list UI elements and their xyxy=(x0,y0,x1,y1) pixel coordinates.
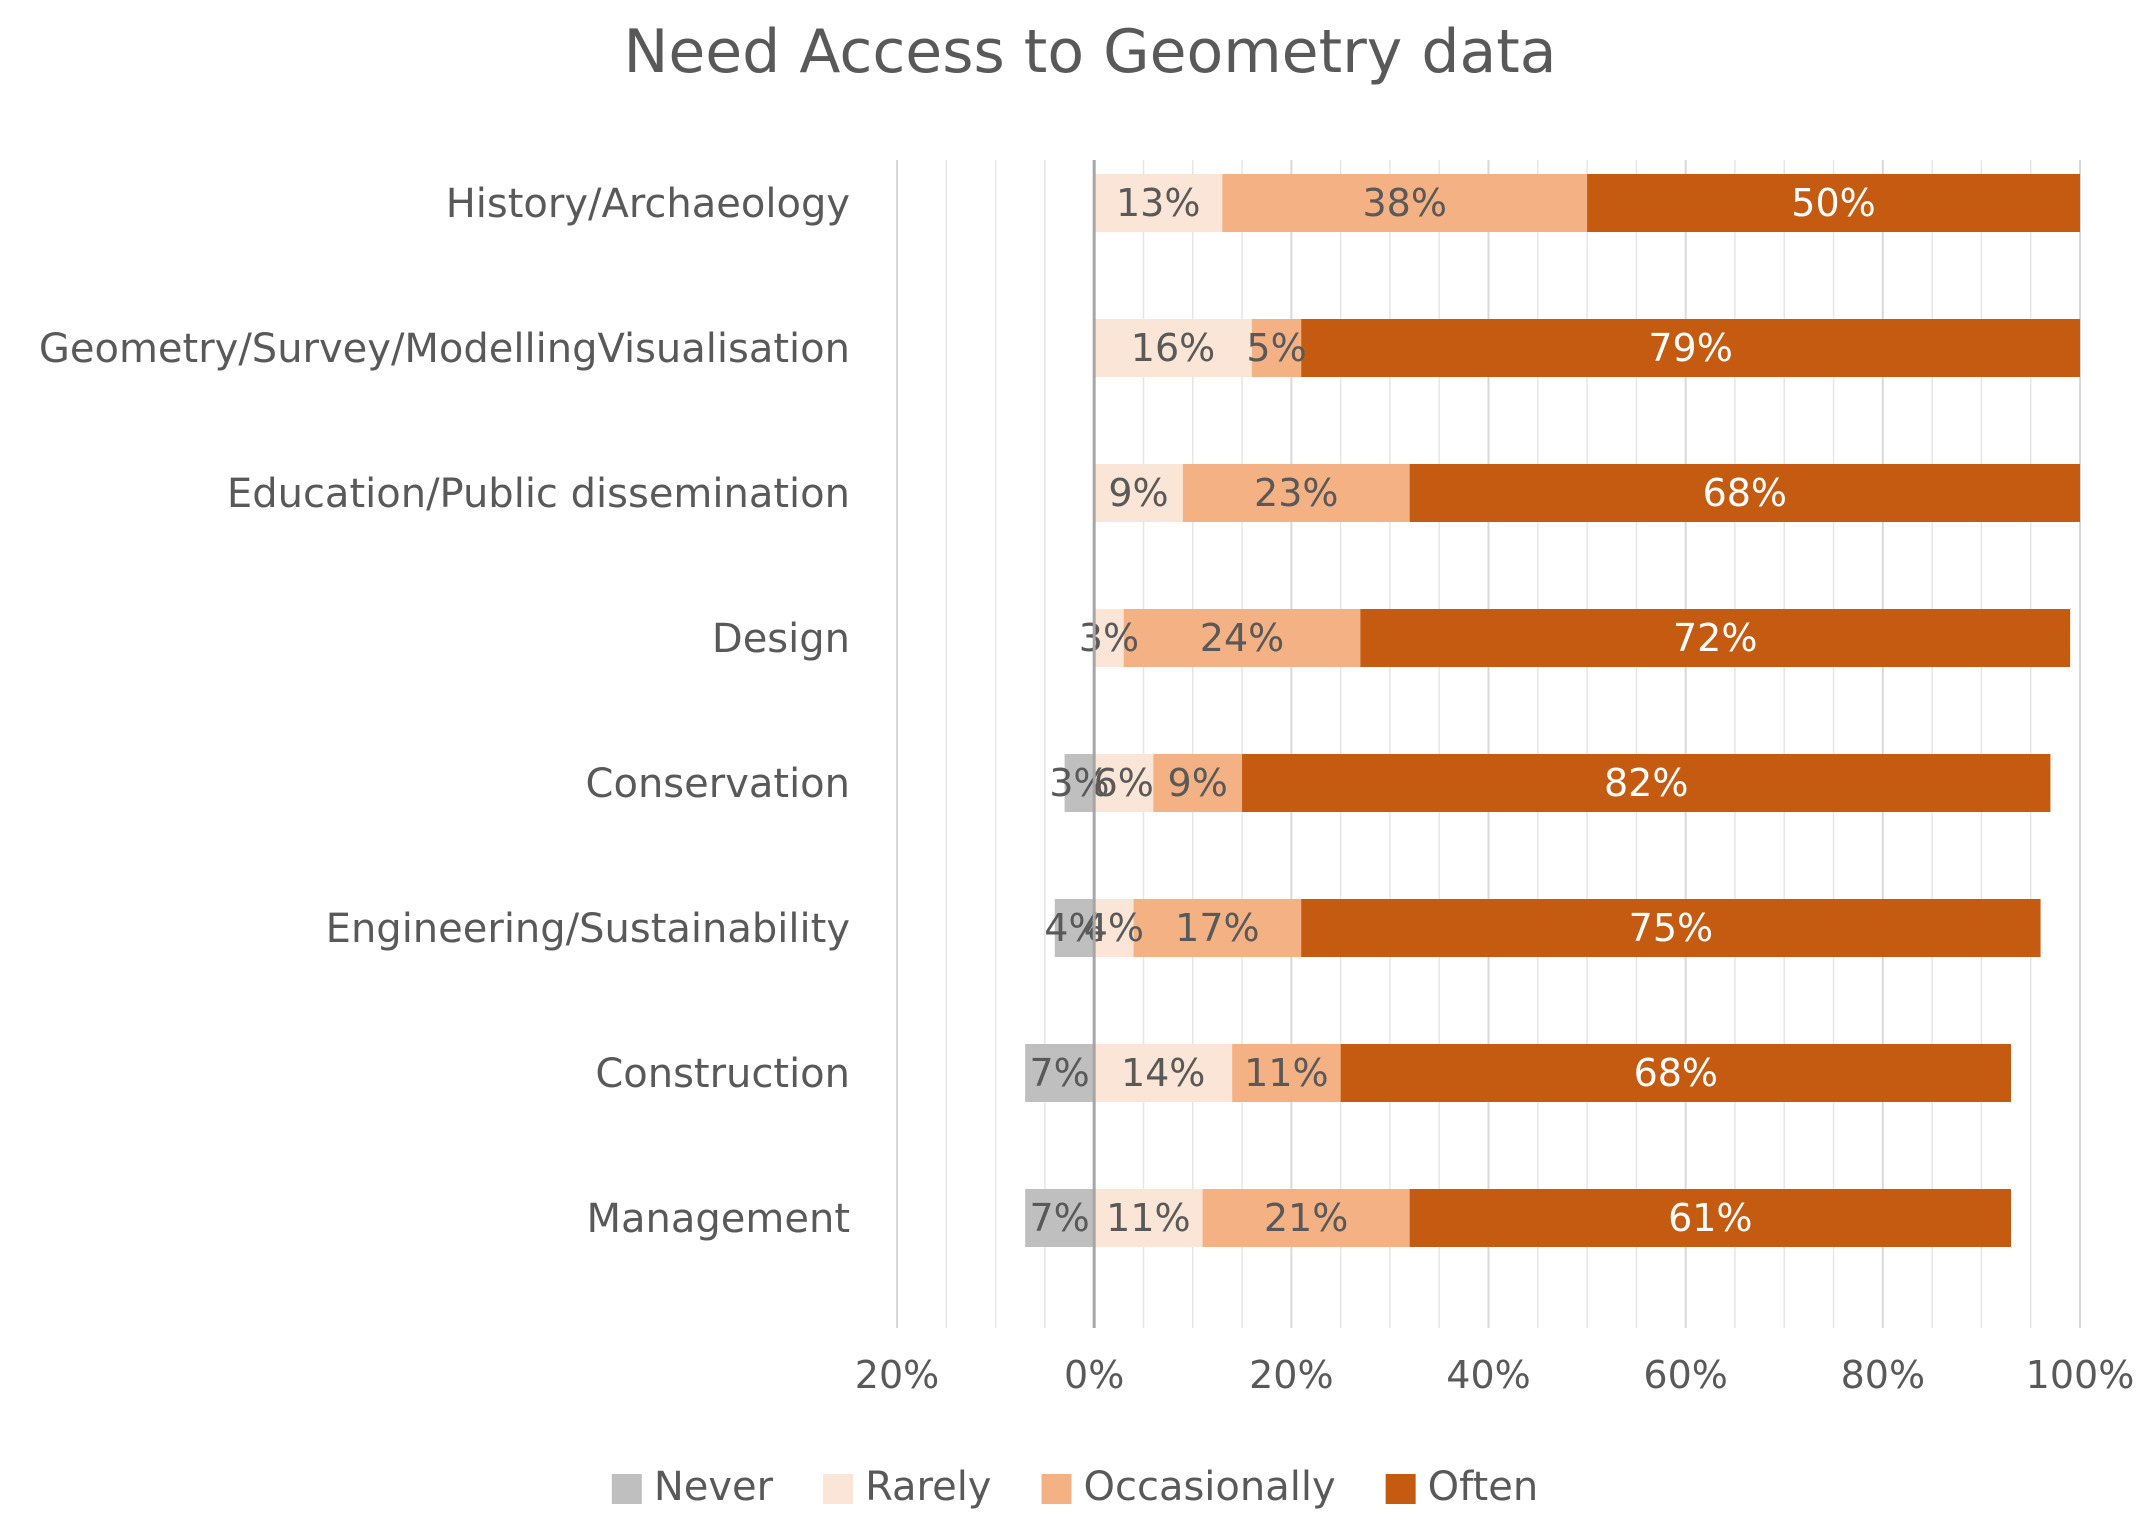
data-label-often-engineering-sustainability: 75% xyxy=(1629,906,1713,950)
bar-never-conservation xyxy=(1064,754,1095,812)
x-tick-label: 100% xyxy=(2026,1353,2135,1397)
bar-rarely-design xyxy=(1094,609,1124,667)
legend-layer: Never Rarely Occasionally Often xyxy=(611,1464,1539,1510)
x-tick-label: 40% xyxy=(1446,1353,1530,1397)
x-tick-label: 60% xyxy=(1643,1353,1727,1397)
category-label-geometry-survey-modellingvisualisation: Geometry/Survey/ModellingVisualisation xyxy=(39,326,850,372)
category-label-construction: Construction xyxy=(595,1051,850,1097)
bar-rarely-conservation xyxy=(1094,754,1154,812)
bar-occasionally-engineering-sustainability xyxy=(1133,899,1302,957)
bar-often-design xyxy=(1360,609,2071,667)
data-label-often-history-archaeology: 50% xyxy=(1791,181,1875,225)
data-label-never-conservation: 3% xyxy=(1049,761,1109,805)
bar-often-management xyxy=(1409,1189,2011,1247)
bar-rarely-geometry-survey-modellingvisualisation xyxy=(1094,319,1252,377)
category-label-design: Design xyxy=(712,616,850,662)
legend-label-occasionally: Occasionally xyxy=(1083,1464,1335,1510)
category-label-history-archaeology: History/Archaeology xyxy=(446,181,850,227)
bar-occasionally-management xyxy=(1202,1189,1410,1247)
bar-rarely-education-public-dissemination xyxy=(1094,464,1183,522)
legend-swatch-never xyxy=(611,1474,642,1504)
bar-often-geometry-survey-modellingvisualisation xyxy=(1301,319,2080,377)
bar-often-history-archaeology xyxy=(1587,174,2080,232)
data-label-occasionally-education-public-dissemination: 23% xyxy=(1254,471,1338,515)
bar-rarely-engineering-sustainability xyxy=(1094,899,1134,957)
bar-rarely-management xyxy=(1094,1189,1203,1247)
bar-often-education-public-dissemination xyxy=(1409,464,2080,522)
bar-occasionally-conservation xyxy=(1153,754,1243,812)
data-label-occasionally-management: 21% xyxy=(1264,1196,1348,1240)
data-label-often-management: 61% xyxy=(1668,1196,1752,1240)
data-label-rarely-geometry-survey-modellingvisualisation: 16% xyxy=(1131,326,1215,370)
data-label-rarely-education-public-dissemination: 9% xyxy=(1108,471,1168,515)
category-label-management: Management xyxy=(587,1196,851,1242)
axis-layer: 20% 0% 20% 40% 60% 80% 100% xyxy=(855,160,2135,1397)
category-label-engineering-sustainability: Engineering/Sustainability xyxy=(326,906,850,952)
legend-label-never: Never xyxy=(654,1464,774,1510)
data-label-rarely-design: 3% xyxy=(1079,616,1139,660)
data-label-occasionally-conservation: 9% xyxy=(1168,761,1228,805)
data-label-often-geometry-survey-modellingvisualisation: 79% xyxy=(1648,326,1732,370)
data-label-never-management: 7% xyxy=(1030,1196,1090,1240)
bar-never-construction xyxy=(1025,1044,1095,1102)
legend-item-never: Never xyxy=(611,1464,774,1510)
bar-often-construction xyxy=(1340,1044,2011,1102)
data-label-occasionally-geometry-survey-modellingvisualisation: 5% xyxy=(1246,326,1306,370)
legend-swatch-rarely xyxy=(823,1474,854,1504)
bar-often-conservation xyxy=(1242,754,2051,812)
bar-rarely-history-archaeology xyxy=(1094,174,1223,232)
bar-occasionally-construction xyxy=(1232,1044,1341,1102)
bar-occasionally-geometry-survey-modellingvisualisation xyxy=(1251,319,1302,377)
data-label-rarely-construction: 14% xyxy=(1121,1051,1205,1095)
data-label-often-design: 72% xyxy=(1673,616,1757,660)
bar-occasionally-design xyxy=(1123,609,1361,667)
bar-occasionally-education-public-dissemination xyxy=(1182,464,1410,522)
bar-occasionally-history-archaeology xyxy=(1222,174,1588,232)
data-label-rarely-management: 11% xyxy=(1106,1196,1190,1240)
data-label-occasionally-construction: 11% xyxy=(1244,1051,1328,1095)
data-label-rarely-history-archaeology: 13% xyxy=(1116,181,1200,225)
data-label-occasionally-engineering-sustainability: 17% xyxy=(1175,906,1259,950)
legend-swatch-occasionally xyxy=(1041,1474,1072,1504)
data-label-often-construction: 68% xyxy=(1634,1051,1718,1095)
legend-label-rarely: Rarely xyxy=(865,1464,991,1510)
x-tick-label: 80% xyxy=(1841,1353,1925,1397)
bar-rarely-construction xyxy=(1094,1044,1233,1102)
legend-item-rarely: Rarely xyxy=(823,1464,991,1510)
bar-often-engineering-sustainability xyxy=(1301,899,2041,957)
data-label-never-construction: 7% xyxy=(1030,1051,1090,1095)
x-tick-label: 20% xyxy=(1249,1353,1333,1397)
data-label-rarely-conservation: 6% xyxy=(1094,761,1154,805)
data-label-occasionally-history-archaeology: 38% xyxy=(1362,181,1446,225)
category-label-conservation: Conservation xyxy=(586,761,850,807)
category-label-education-public-dissemination: Education/Public dissemination xyxy=(227,471,850,517)
chart-title: Need Access to Geometry data xyxy=(623,17,1556,87)
legend-swatch-often xyxy=(1385,1474,1416,1504)
data-label-often-education-public-dissemination: 68% xyxy=(1703,471,1787,515)
bar-never-management xyxy=(1025,1189,1095,1247)
data-label-often-conservation: 82% xyxy=(1604,761,1688,805)
data-label-occasionally-design: 24% xyxy=(1200,616,1284,660)
bars-layer xyxy=(1025,174,2080,1247)
bar-never-engineering-sustainability xyxy=(1054,899,1095,957)
legend-item-often: Often xyxy=(1385,1464,1539,1510)
legend-item-occasionally: Occasionally xyxy=(1041,1464,1336,1510)
x-tick-label: 0% xyxy=(1064,1353,1124,1397)
x-tick-label: 20% xyxy=(855,1353,939,1397)
legend-label-often: Often xyxy=(1428,1464,1539,1510)
